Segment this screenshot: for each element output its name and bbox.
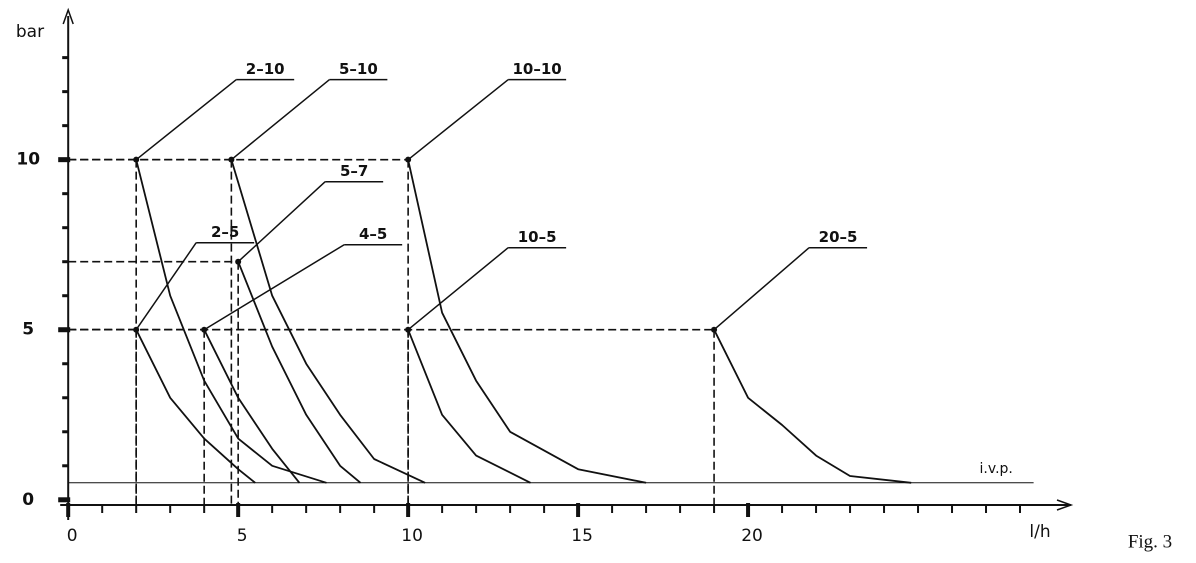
series-label: 20–5 (819, 228, 858, 246)
curve (713, 329, 912, 484)
leader (230, 79, 330, 161)
leader (407, 79, 509, 161)
x-arrow (1056, 499, 1074, 511)
series-label: 2–10 (246, 60, 285, 78)
x-axis-label: l/h (1029, 522, 1050, 542)
y-tick-label: 10 (16, 150, 40, 170)
curve (230, 159, 426, 484)
x-tick-label: 20 (741, 526, 763, 546)
x-tick-label: 5 (237, 526, 248, 546)
y-tick-label: 0 (22, 490, 34, 510)
caption: Fig. 3 (1128, 531, 1172, 552)
curve (237, 261, 362, 484)
curve (407, 159, 647, 484)
leader (237, 181, 326, 263)
curve (135, 159, 327, 484)
leader (135, 79, 237, 161)
y-tick-label: 5 (22, 320, 34, 340)
series-label: 5–10 (339, 60, 378, 78)
reference-label: i.v.p. (980, 461, 1013, 477)
curve (135, 329, 256, 484)
leader (135, 242, 197, 331)
series-label: 10–10 (513, 60, 562, 78)
y-axis-label: bar (16, 22, 44, 42)
x-tick-label: 15 (571, 526, 593, 546)
x-tick-label: 0 (67, 526, 78, 546)
curve (407, 329, 531, 484)
leader (203, 244, 345, 331)
leader (407, 247, 509, 331)
series-label: 2–5 (211, 223, 239, 241)
y-arrow (62, 7, 74, 25)
series-label: 4–5 (359, 225, 387, 243)
curve (203, 329, 301, 484)
series-label: 10–5 (518, 228, 557, 246)
series-label: 5–7 (340, 162, 368, 180)
leader (713, 247, 810, 331)
x-tick-label: 10 (401, 526, 423, 546)
